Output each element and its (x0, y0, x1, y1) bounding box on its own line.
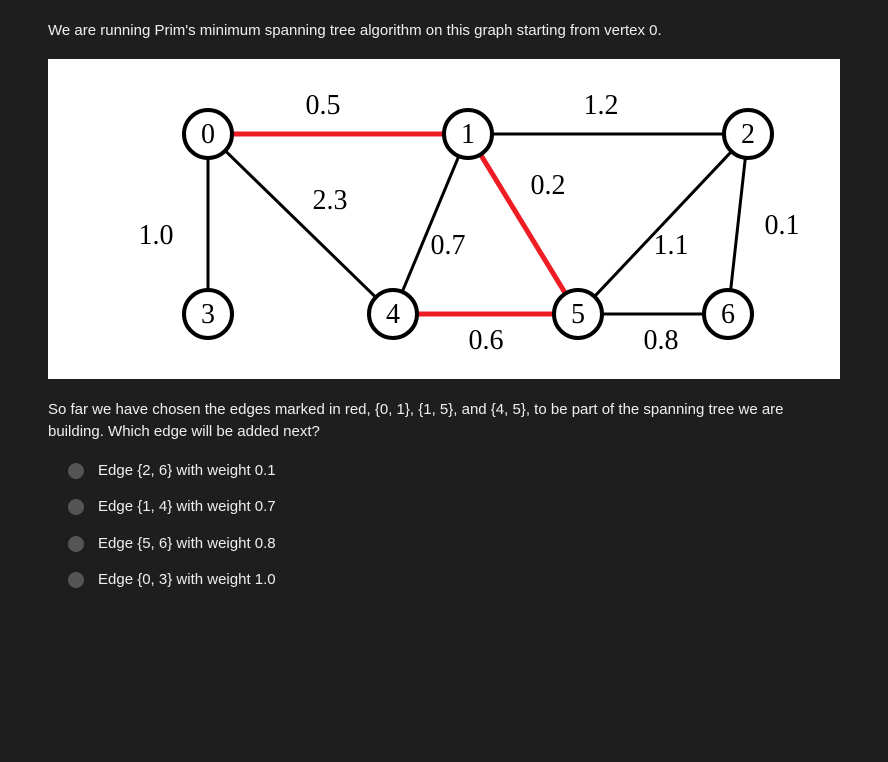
question-intro-text: We are running Prim's minimum spanning t… (48, 20, 840, 43)
option-row[interactable]: Edge {5, 6} with weight 0.8 (68, 533, 840, 556)
radio-icon (68, 499, 84, 515)
edge-weight-label: 0.8 (644, 325, 679, 356)
option-label: Edge {2, 6} with weight 0.1 (98, 460, 276, 483)
question-page: We are running Prim's minimum spanning t… (0, 0, 888, 762)
option-row[interactable]: Edge {2, 6} with weight 0.1 (68, 460, 840, 483)
options-list: Edge {2, 6} with weight 0.1 Edge {1, 4} … (48, 460, 840, 592)
edge-weight-label: 2.3 (313, 185, 348, 216)
graph-node-label: 3 (201, 299, 215, 330)
graph-node-label: 1 (461, 119, 475, 150)
graph-node-label: 6 (721, 299, 735, 330)
edge-weight-label: 1.0 (139, 220, 174, 251)
option-label: Edge {1, 4} with weight 0.7 (98, 496, 276, 519)
graph-node-label: 4 (386, 299, 400, 330)
radio-icon (68, 536, 84, 552)
radio-icon (68, 572, 84, 588)
edge-weight-label: 0.6 (469, 325, 504, 356)
edge-weight-label: 0.1 (765, 210, 800, 241)
graph-svg: 0.5 1.2 1.0 2.3 0.7 0.2 1.1 0.1 0.6 0.8 0 1 2 3 4 5 6 (48, 59, 840, 379)
edge-weight-label: 1.2 (584, 90, 619, 121)
graph-node-label: 5 (571, 299, 585, 330)
edge-weight-label: 0.2 (531, 170, 566, 201)
radio-icon (68, 463, 84, 479)
option-label: Edge {0, 3} with weight 1.0 (98, 569, 276, 592)
question-followup-text: So far we have chosen the edges marked i… (48, 399, 840, 444)
graph-node-label: 2 (741, 119, 755, 150)
option-label: Edge {5, 6} with weight 0.8 (98, 533, 276, 556)
edge-weight-label: 1.1 (654, 230, 689, 261)
edge-weight-label: 0.7 (431, 230, 466, 261)
graph-panel: 0.5 1.2 1.0 2.3 0.7 0.2 1.1 0.1 0.6 0.8 0 1 2 3 4 5 6 (48, 59, 840, 379)
edge-weight-label: 0.5 (306, 90, 341, 121)
graph-node-label: 0 (201, 119, 215, 150)
option-row[interactable]: Edge {0, 3} with weight 1.0 (68, 569, 840, 592)
option-row[interactable]: Edge {1, 4} with weight 0.7 (68, 496, 840, 519)
